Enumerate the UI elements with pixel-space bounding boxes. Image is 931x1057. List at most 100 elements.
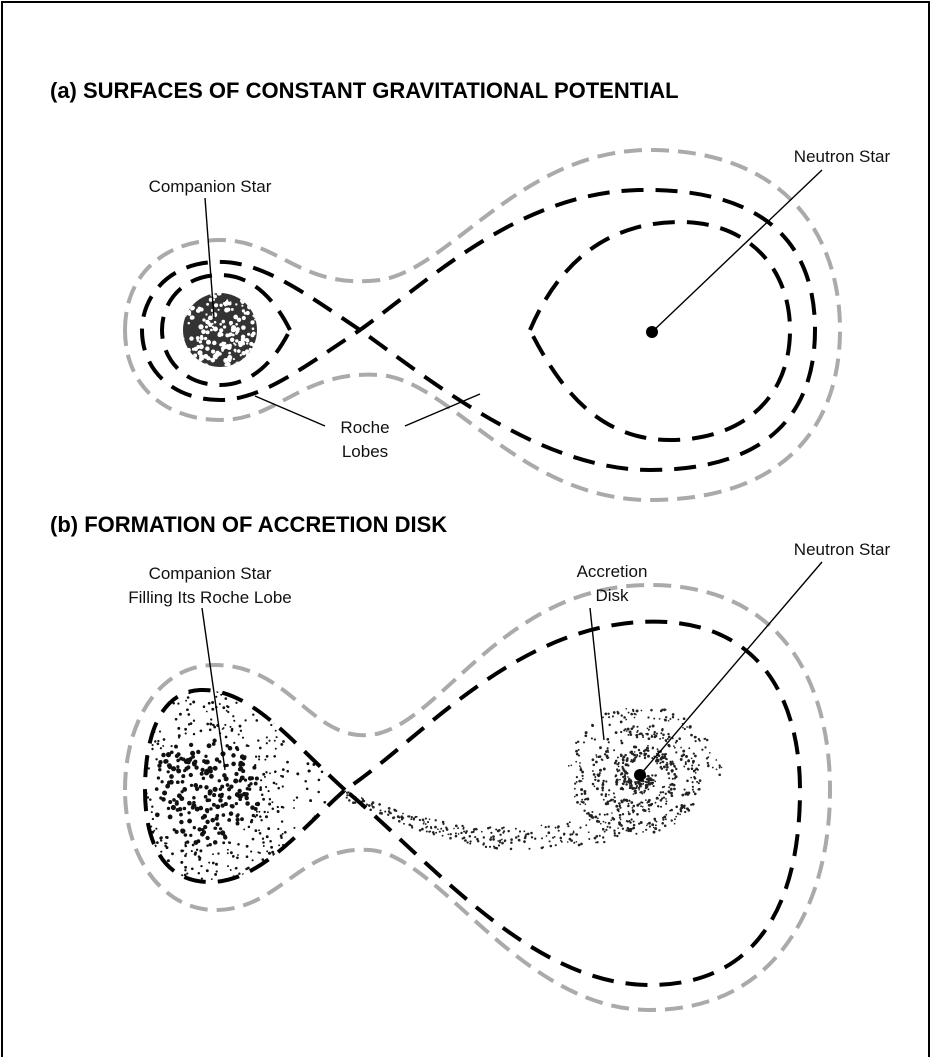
stipple-dot (221, 813, 226, 817)
stipple-dot (180, 779, 185, 784)
stipple-dot (281, 832, 284, 835)
stipple-dot (228, 351, 231, 355)
stipple-dot (227, 795, 232, 800)
stipple-dot (468, 835, 472, 838)
stipple-dot (235, 821, 240, 826)
stipple-dot (563, 833, 565, 836)
stipple-dot (407, 815, 410, 818)
stipple-dot (254, 755, 258, 758)
stipple-dot (573, 795, 576, 798)
stipple-dot (189, 298, 193, 301)
stipple-dot (581, 774, 584, 778)
stipple-dot (162, 696, 166, 699)
stipple-dot (658, 794, 661, 796)
stipple-dot (637, 781, 639, 784)
stipple-dot (267, 827, 271, 831)
label: Disk (595, 586, 629, 605)
stipple-dot (442, 822, 445, 826)
stipple-dot (643, 752, 646, 756)
stipple-dot (249, 293, 253, 295)
stipple-dot (661, 797, 664, 800)
stipple-dot (591, 724, 595, 727)
stipple-dot (186, 696, 190, 699)
stipple-dot (601, 783, 605, 787)
stipple-dot (156, 853, 159, 856)
stipple-dot (223, 341, 227, 345)
stipple-dot (634, 791, 637, 795)
stipple-dot (348, 799, 351, 802)
stipple-dot (541, 846, 545, 849)
stipple-dot (170, 745, 173, 748)
stipple-dot (635, 784, 639, 788)
stipple-dot (490, 836, 493, 839)
stipple-dot (253, 781, 258, 786)
stipple-dot (203, 353, 209, 359)
stipple-dot (665, 740, 668, 743)
stipple-dot (660, 755, 664, 759)
stipple-dot (231, 761, 236, 767)
stipple-dot (622, 775, 625, 779)
stipple-dot (651, 724, 655, 728)
stipple-dot (616, 834, 619, 838)
stipple-dot (230, 851, 233, 855)
stipple-dot (166, 770, 170, 774)
stipple-dot (274, 729, 277, 732)
stipple-dot (657, 797, 659, 800)
stipple-dot (328, 743, 332, 747)
stipple-dot (195, 293, 200, 297)
stipple-dot (269, 839, 272, 843)
stipple-dot (664, 818, 667, 821)
label: Neutron Star (794, 540, 891, 559)
stipple-dot (597, 755, 600, 759)
stipple-dot (186, 840, 190, 844)
stipple-dot (214, 352, 220, 358)
stipple-dot (587, 831, 590, 834)
stipple-dot (669, 809, 671, 812)
stipple-dot (387, 807, 391, 810)
stipple-dot (604, 712, 608, 716)
stipple-dot (628, 783, 631, 785)
stipple-dot (389, 812, 392, 815)
stipple-dot (607, 802, 610, 805)
stipple-dot (567, 825, 570, 828)
stipple-dot (668, 786, 671, 789)
stipple-dot (579, 826, 582, 829)
stipple-dot (211, 707, 215, 711)
stipple-dot (235, 339, 239, 343)
stipple-dot (503, 839, 507, 842)
stipple-dot (241, 341, 246, 346)
stipple-dot (237, 689, 240, 692)
stipple-dot (234, 801, 239, 806)
stipple-dot (166, 763, 172, 768)
stipple-dot (263, 810, 266, 814)
stipple-dot (188, 772, 193, 778)
stipple-dot (241, 736, 245, 739)
stipple-dot (199, 307, 204, 312)
stipple-dot (665, 813, 668, 816)
stipple-dot (274, 770, 277, 773)
stipple-dot (146, 836, 150, 839)
stipple-dot (698, 779, 702, 782)
stipple-dot (663, 718, 667, 721)
stipple-dot (514, 827, 517, 830)
stipple-dot (638, 755, 641, 758)
stipple-dot (212, 738, 217, 743)
stipple-dot (630, 786, 634, 789)
stipple-dot (277, 786, 280, 790)
stipple-dot (180, 860, 184, 864)
stipple-dot (559, 836, 562, 839)
stipple-dot (228, 347, 231, 350)
stipple-dot (636, 803, 640, 807)
stipple-dot (213, 320, 217, 324)
stipple-dot (663, 824, 667, 828)
stipple-dot (510, 841, 513, 844)
stipple-dot (224, 363, 228, 367)
stipple-dot (523, 840, 526, 843)
stipple-dot (507, 829, 510, 833)
stipple-dot (620, 714, 623, 717)
stipple-dot (165, 836, 169, 839)
stipple-dot (599, 746, 602, 750)
stipple-dot (192, 359, 198, 365)
stipple-dot (643, 756, 647, 760)
stipple-dot (284, 857, 288, 861)
